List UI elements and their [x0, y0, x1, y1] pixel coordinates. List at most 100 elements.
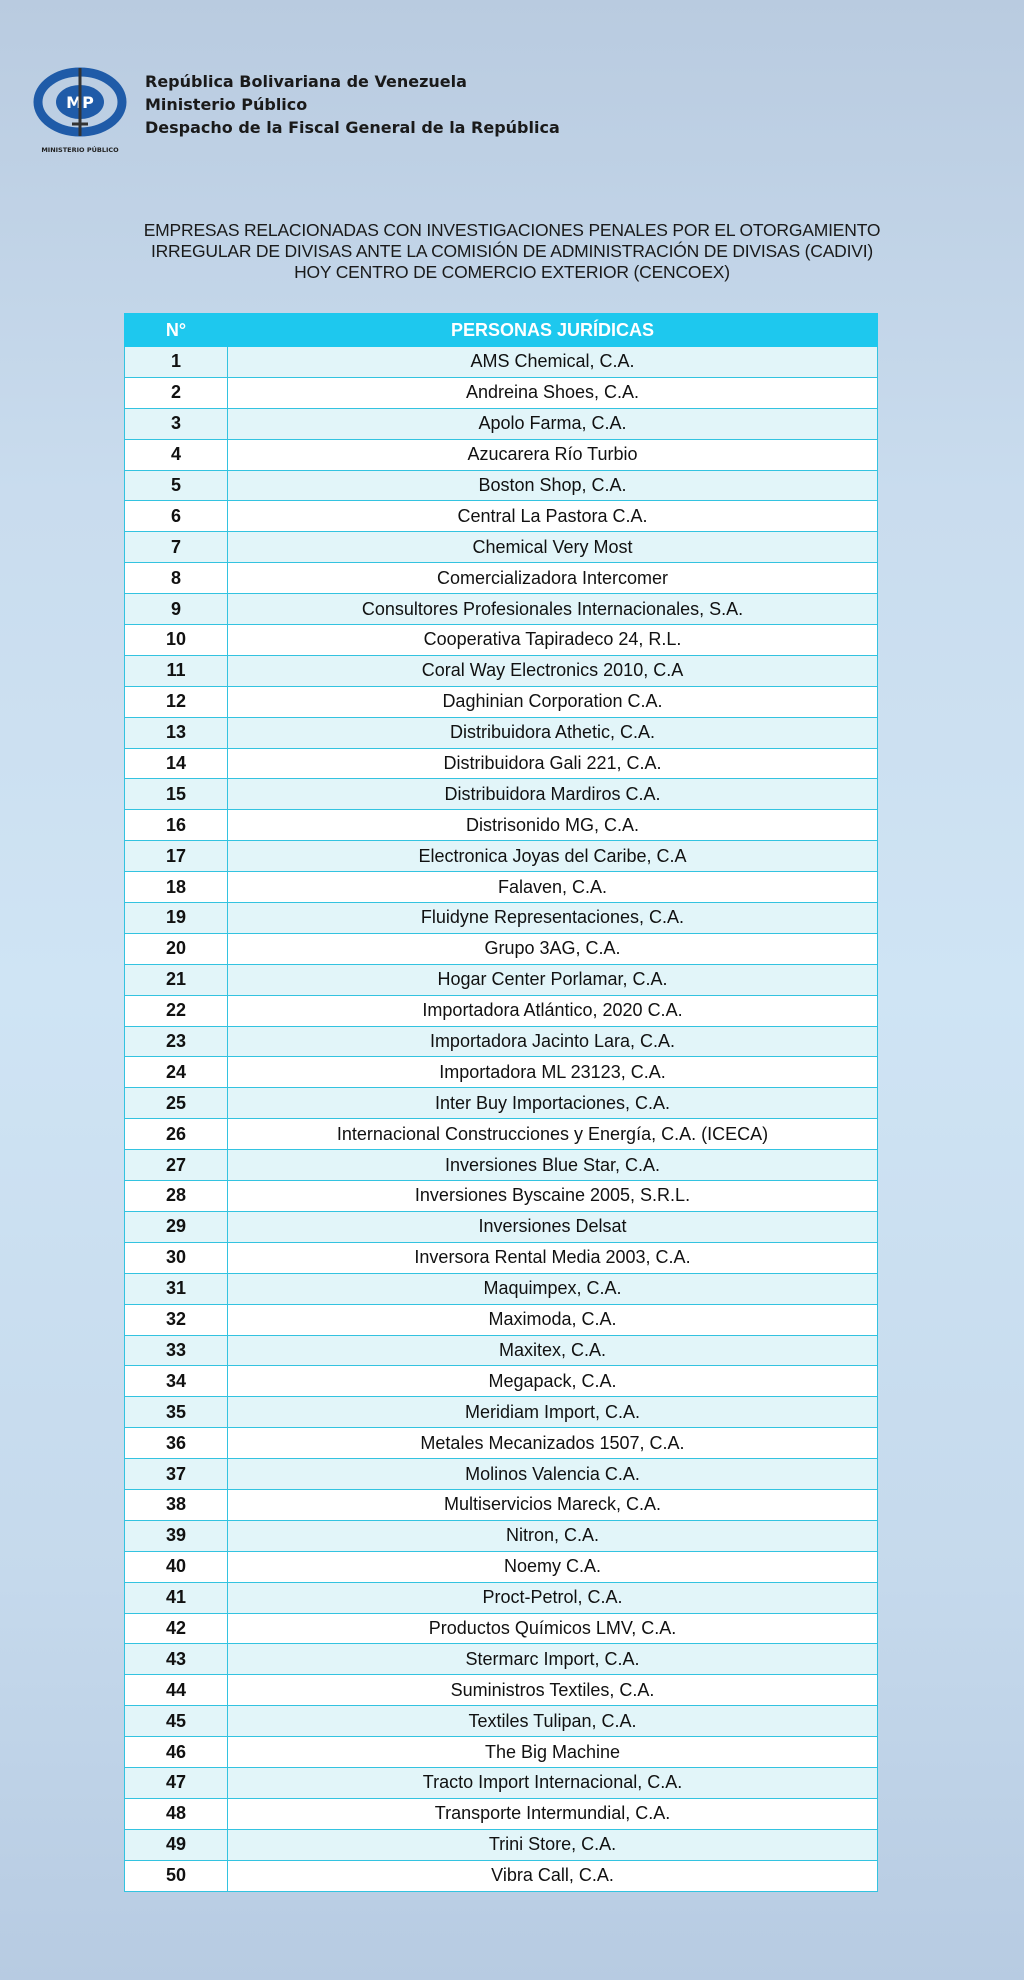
row-number: 45 — [124, 1705, 228, 1738]
company-name: Stermarc Import, C.A. — [227, 1643, 878, 1676]
company-name: Distribuidora Mardiros C.A. — [227, 778, 878, 811]
column-header-number: N° — [124, 313, 228, 347]
row-number: 46 — [124, 1736, 228, 1768]
company-name: Multiservicios Mareck, C.A. — [227, 1488, 878, 1521]
row-number: 9 — [124, 593, 228, 626]
row-number: 17 — [124, 840, 228, 873]
org-line-3: Despacho de la Fiscal General de la Repú… — [145, 118, 560, 137]
row-number: 31 — [124, 1272, 228, 1305]
row-number: 30 — [124, 1241, 228, 1274]
company-name: Meridiam Import, C.A. — [227, 1396, 878, 1429]
row-number: 14 — [124, 747, 228, 780]
company-name: AMS Chemical, C.A. — [227, 346, 878, 378]
company-name: Vibra Call, C.A. — [227, 1859, 878, 1892]
row-number: 16 — [124, 809, 228, 842]
table-row: 28 Inversiones Byscaine 2005, S.R.L. — [124, 1180, 878, 1212]
company-name: Chemical Very Most — [227, 531, 878, 564]
table-row: 13 Distribuidora Athetic, C.A. — [124, 716, 878, 749]
row-number: 5 — [124, 469, 228, 502]
row-number: 10 — [124, 624, 228, 656]
row-number: 3 — [124, 407, 228, 440]
company-name: Distribuidora Athetic, C.A. — [227, 716, 878, 749]
title-line-3: HOY CENTRO DE COMERCIO EXTERIOR (CENCOEX… — [294, 262, 730, 282]
company-name: The Big Machine — [227, 1736, 878, 1768]
company-name: Trini Store, C.A. — [227, 1828, 878, 1861]
table-row: 15 Distribuidora Mardiros C.A. — [124, 778, 878, 811]
row-number: 27 — [124, 1149, 228, 1182]
company-name: Maximoda, C.A. — [227, 1303, 878, 1336]
company-name: Importadora Jacinto Lara, C.A. — [227, 1025, 878, 1058]
row-number: 32 — [124, 1303, 228, 1336]
row-number: 42 — [124, 1612, 228, 1645]
table-row: 43 Stermarc Import, C.A. — [124, 1643, 878, 1676]
row-number: 43 — [124, 1643, 228, 1676]
row-number: 13 — [124, 716, 228, 749]
company-name: Apolo Farma, C.A. — [227, 407, 878, 440]
table-row: 8 Comercializadora Intercomer — [124, 562, 878, 595]
table-row: 41 Proct-Petrol, C.A. — [124, 1581, 878, 1614]
company-name: Inversiones Byscaine 2005, S.R.L. — [227, 1180, 878, 1212]
row-number: 23 — [124, 1025, 228, 1058]
table-row: 18 Falaven, C.A. — [124, 871, 878, 904]
row-number: 1 — [124, 346, 228, 378]
row-number: 25 — [124, 1087, 228, 1120]
row-number: 15 — [124, 778, 228, 811]
company-name: Noemy C.A. — [227, 1550, 878, 1583]
column-header-name: PERSONAS JURÍDICAS — [227, 313, 878, 347]
table-row: 16 Distrisonido MG, C.A. — [124, 809, 878, 842]
table-row: 29 Inversiones Delsat — [124, 1210, 878, 1243]
company-name: Textiles Tulipan, C.A. — [227, 1705, 878, 1738]
table-row: 22 Importadora Atlántico, 2020 C.A. — [124, 994, 878, 1027]
company-name: Comercializadora Intercomer — [227, 562, 878, 595]
company-name: Maxitex, C.A. — [227, 1334, 878, 1367]
table-row: 40 Noemy C.A. — [124, 1550, 878, 1583]
table-row: 44 Suministros Textiles, C.A. — [124, 1674, 878, 1707]
row-number: 49 — [124, 1828, 228, 1861]
company-name: Metales Mecanizados 1507, C.A. — [227, 1427, 878, 1460]
row-number: 38 — [124, 1488, 228, 1521]
row-number: 50 — [124, 1859, 228, 1892]
table-row: 50 Vibra Call, C.A. — [124, 1859, 878, 1892]
company-name: Suministros Textiles, C.A. — [227, 1674, 878, 1707]
document-title: EMPRESAS RELACIONADAS CON INVESTIGACIONE… — [0, 220, 1024, 283]
table-row: 34 Megapack, C.A. — [124, 1365, 878, 1398]
table-row: 6 Central La Pastora C.A. — [124, 500, 878, 533]
company-name: Consultores Profesionales Internacionale… — [227, 593, 878, 626]
company-name: Falaven, C.A. — [227, 871, 878, 904]
table-row: 4 Azucarera Río Turbio — [124, 438, 878, 471]
row-number: 18 — [124, 871, 228, 904]
table-row: 10 Cooperativa Tapiradeco 24, R.L. — [124, 624, 878, 656]
table-row: 7 Chemical Very Most — [124, 531, 878, 564]
company-name: Azucarera Río Turbio — [227, 438, 878, 471]
org-line-1: República Bolivariana de Venezuela — [145, 72, 467, 91]
company-name: Fluidyne Representaciones, C.A. — [227, 902, 878, 934]
company-name: Productos Químicos LMV, C.A. — [227, 1612, 878, 1645]
row-number: 20 — [124, 932, 228, 965]
table-row: 46 The Big Machine — [124, 1736, 878, 1768]
company-name: Proct-Petrol, C.A. — [227, 1581, 878, 1614]
table-row: 5 Boston Shop, C.A. — [124, 469, 878, 502]
company-name: Hogar Center Porlamar, C.A. — [227, 963, 878, 996]
company-name: Inversora Rental Media 2003, C.A. — [227, 1241, 878, 1274]
row-number: 47 — [124, 1766, 228, 1799]
row-number: 4 — [124, 438, 228, 471]
company-name: Electronica Joyas del Caribe, C.A — [227, 840, 878, 873]
table-row: 31 Maquimpex, C.A. — [124, 1272, 878, 1305]
title-line-2: IRREGULAR DE DIVISAS ANTE LA COMISIÓN DE… — [150, 241, 874, 261]
row-number: 40 — [124, 1550, 228, 1583]
table-row: 39 Nitron, C.A. — [124, 1519, 878, 1552]
table-row: 25 Inter Buy Importaciones, C.A. — [124, 1087, 878, 1120]
table-row: 1 AMS Chemical, C.A. — [124, 346, 878, 378]
row-number: 36 — [124, 1427, 228, 1460]
company-name: Cooperativa Tapiradeco 24, R.L. — [227, 624, 878, 656]
company-name: Internacional Construcciones y Energía, … — [227, 1118, 878, 1151]
table-row: 26 Internacional Construcciones y Energía… — [124, 1118, 878, 1151]
company-name: Distribuidora Gali 221, C.A. — [227, 747, 878, 780]
table-row: 33 Maxitex, C.A. — [124, 1334, 878, 1367]
company-name: Inter Buy Importaciones, C.A. — [227, 1087, 878, 1120]
table-row: 9 Consultores Profesionales Internacional… — [124, 593, 878, 626]
company-name: Daghinian Corporation C.A. — [227, 685, 878, 718]
company-name: Central La Pastora C.A. — [227, 500, 878, 533]
table-row: 17 Electronica Joyas del Caribe, C.A — [124, 840, 878, 873]
row-number: 44 — [124, 1674, 228, 1707]
